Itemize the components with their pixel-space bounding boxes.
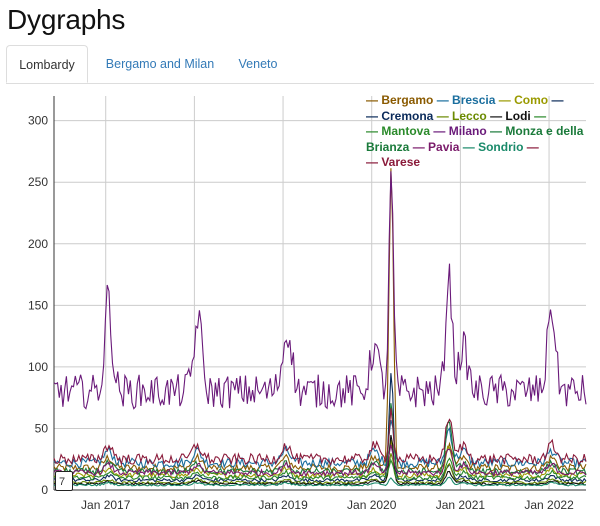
legend-swatch: —	[366, 124, 382, 138]
legend-label: Milano	[448, 124, 491, 138]
legend-swatch: —	[366, 155, 382, 169]
series-line-cremona[interactable]	[53, 373, 587, 483]
legend-label: Bergamo	[381, 93, 437, 107]
series-line-brescia[interactable]	[53, 420, 587, 470]
series-line-varese[interactable]	[53, 408, 587, 467]
roll-period-input[interactable]: 7	[55, 471, 73, 491]
series-line-mantova[interactable]	[53, 457, 587, 481]
legend-swatch: —	[366, 93, 382, 107]
legend-label: Sondrio	[478, 139, 527, 154]
legend-swatch: —	[366, 108, 382, 123]
x-tick-label: Jan 2020	[347, 498, 397, 512]
legend-row: — Cremona — Lecco — Lodi —	[366, 109, 578, 125]
tab-bar: Lombardy Bergamo and Milan Veneto	[6, 45, 594, 84]
x-tick-label: Jan 2021	[436, 498, 486, 512]
legend-swatch: —	[433, 124, 449, 138]
legend-label: Brianza	[366, 139, 413, 154]
y-tick-label: 0	[41, 483, 48, 497]
legend-swatch: —	[436, 108, 453, 123]
legend-label: Lodi	[505, 108, 535, 123]
legend-row: — Bergamo — Brescia — Como —	[366, 93, 578, 109]
page-title: Dygraphs	[7, 4, 126, 35]
legend-label: Mantova	[381, 124, 434, 138]
line-chart[interactable]: 0 50 100 150 200 250 300 Jan 2017 Jan 2018 Jan 20…	[0, 88, 600, 521]
series-line-pavia[interactable]	[53, 444, 587, 478]
legend-swatch: —	[412, 139, 429, 154]
legend-label: Brescia	[452, 93, 499, 107]
series-line-milano[interactable]	[53, 171, 587, 410]
y-tick-label: 100	[28, 360, 48, 374]
x-tick-label: Jan 2019	[258, 498, 308, 512]
legend-label: Pavia	[428, 139, 463, 154]
legend-swatch: —	[498, 93, 515, 107]
y-tick-label: 300	[28, 114, 48, 128]
legend-swatch: —	[462, 139, 479, 154]
tab-lombardy[interactable]: Lombardy	[6, 45, 88, 83]
legend-label: Como	[514, 93, 552, 107]
legend-swatch: —	[490, 108, 506, 123]
legend-label: Varese	[381, 155, 421, 169]
y-tick-label: 250	[28, 175, 48, 189]
y-tick-label: 200	[28, 237, 48, 251]
series-line-bergamo[interactable]	[53, 168, 587, 474]
legend-row: Brianza — Pavia — Sondrio —	[366, 140, 578, 156]
chart-legend: — Bergamo — Brescia — Como — — Cremona — …	[366, 93, 583, 171]
legend-swatch: —	[436, 93, 453, 107]
x-tick-label: Jan 2017	[81, 498, 131, 512]
legend-label: Monza e della	[505, 124, 584, 138]
legend-row: — Varese	[366, 155, 578, 171]
legend-label: Lecco	[452, 108, 491, 123]
legend-row: — Mantova — Milano — Monza e della	[366, 124, 583, 140]
chart-container: 0 50 100 150 200 250 300 Jan 2017 Jan 2018 Jan 20…	[0, 88, 600, 521]
series-line-sondrio[interactable]	[53, 476, 587, 487]
series-line-lodi[interactable]	[53, 434, 587, 486]
legend-swatch: —	[490, 124, 506, 138]
legend-swatch: —	[534, 108, 547, 123]
y-tick-label: 150	[28, 298, 48, 312]
tab-bergamo-and-milan[interactable]: Bergamo and Milan	[105, 57, 215, 71]
x-tick-label: Jan 2018	[170, 498, 220, 512]
series-line-lecco[interactable]	[53, 453, 587, 485]
legend-label: Cremona	[381, 108, 437, 123]
y-tick-label: 50	[35, 421, 49, 435]
x-tick-label: Jan 2022	[524, 498, 574, 512]
legend-swatch: —	[551, 93, 564, 107]
legend-swatch: —	[526, 139, 539, 154]
tab-veneto[interactable]: Veneto	[238, 57, 278, 71]
